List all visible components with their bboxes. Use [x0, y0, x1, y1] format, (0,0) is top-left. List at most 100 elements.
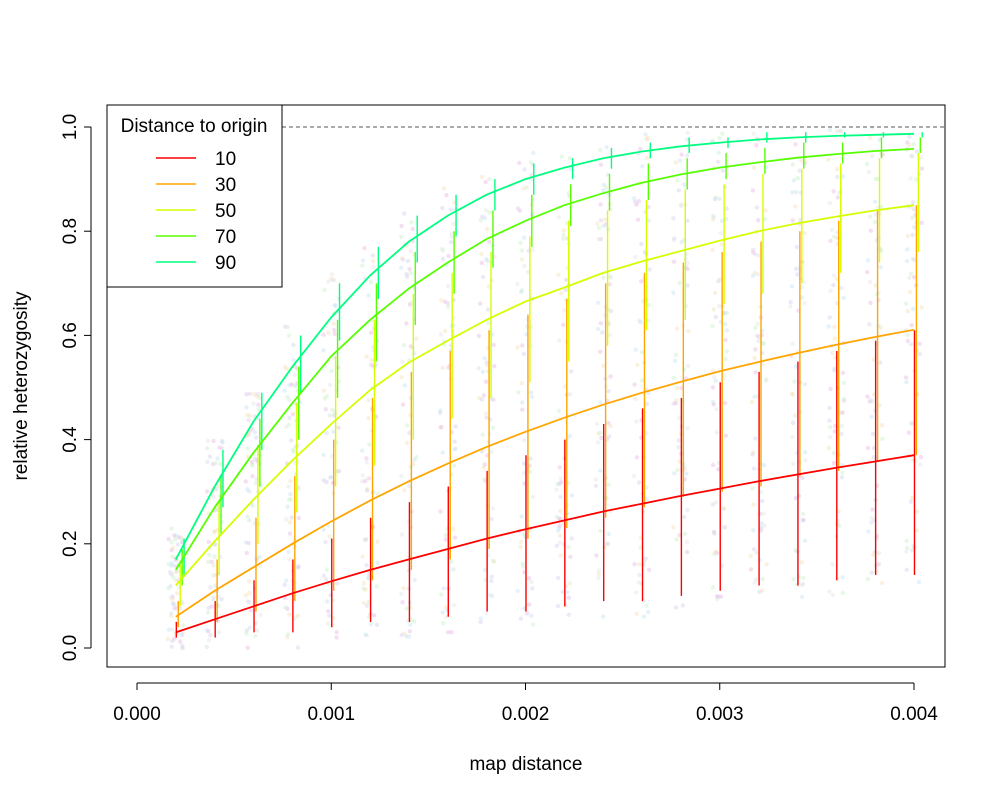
scatter-point — [685, 426, 690, 431]
scatter-point — [678, 158, 683, 163]
scatter-point — [560, 589, 565, 595]
scatter-point — [644, 603, 649, 608]
scatter-point — [673, 160, 679, 165]
scatter-point — [209, 559, 214, 564]
scatter-point — [519, 289, 524, 294]
scatter-point — [528, 456, 533, 461]
scatter-point — [828, 238, 833, 243]
scatter-point — [596, 440, 601, 445]
scatter-point — [363, 478, 368, 484]
scatter-point — [876, 298, 881, 303]
scatter-point — [517, 208, 522, 213]
scatter-point — [527, 469, 532, 475]
scatter-point — [606, 531, 611, 537]
scatter-point — [569, 493, 575, 498]
scatter-point — [243, 479, 248, 484]
scatter-point — [676, 445, 681, 450]
scatter-point — [295, 565, 301, 570]
scatter-point — [171, 545, 176, 550]
scatter-point — [764, 377, 769, 382]
scatter-point — [441, 621, 446, 626]
scatter-point — [407, 266, 412, 272]
scatter-point — [285, 324, 290, 330]
scatter-point — [865, 445, 871, 451]
scatter-point — [909, 342, 914, 347]
scatter-point — [800, 518, 806, 523]
scatter-point — [244, 631, 249, 636]
scatter-point — [877, 137, 882, 142]
scatter-point — [710, 585, 716, 590]
scatter-point — [324, 567, 330, 572]
scatter-point — [285, 635, 290, 640]
scatter-point — [566, 544, 571, 550]
scatter-point — [414, 455, 419, 460]
series-line-10 — [175, 454, 915, 634]
scatter-point — [286, 333, 292, 338]
scatter-point — [289, 382, 295, 387]
scatter-point — [172, 602, 177, 607]
scatter-point — [173, 537, 178, 542]
scatter-point — [178, 535, 183, 540]
scatter-point — [246, 579, 252, 584]
scatter-point — [717, 135, 722, 141]
scatter-point — [522, 437, 527, 443]
scatter-point — [918, 455, 924, 460]
scatter-point — [360, 554, 365, 559]
scatter-point — [869, 414, 874, 419]
scatter-point — [912, 225, 917, 230]
scatter-point — [334, 635, 339, 640]
scatter-point — [671, 525, 676, 530]
scatter-point — [840, 470, 845, 475]
scatter-point — [724, 206, 729, 211]
scatter-point — [634, 419, 639, 424]
scatter-point — [444, 193, 449, 198]
scatter-point — [718, 231, 724, 236]
scatter-point — [712, 375, 717, 380]
scatter-point — [905, 309, 911, 314]
scatter-point — [790, 218, 795, 223]
scatter-point — [530, 247, 535, 252]
scatter-point — [404, 423, 410, 428]
scatter-point — [878, 265, 883, 270]
scatter-point — [243, 540, 249, 545]
scatter-point — [212, 554, 217, 559]
x-axis-title: map distance — [469, 754, 582, 775]
scatter-point — [169, 611, 174, 616]
scatter-point — [375, 539, 380, 544]
scatter-point — [566, 612, 571, 617]
scatter-point — [608, 423, 613, 429]
scatter-point — [482, 567, 488, 573]
scatter-point — [361, 586, 366, 591]
scatter-point — [712, 531, 717, 536]
scatter-point — [170, 638, 175, 644]
scatter-point — [832, 368, 837, 373]
scatter-point — [371, 489, 376, 495]
scatter-point — [792, 379, 797, 384]
scatter-point — [371, 259, 376, 264]
scatter-point — [568, 166, 573, 172]
scatter-point — [327, 613, 332, 618]
scatter-point — [212, 529, 217, 535]
scatter-point — [215, 456, 220, 461]
scatter-point — [247, 518, 252, 523]
scatter-point — [754, 143, 759, 148]
scatter-point — [331, 277, 336, 283]
scatter-point — [296, 515, 302, 521]
scatter-point — [716, 279, 721, 284]
scatter-point — [211, 438, 216, 444]
scatter-point — [452, 439, 457, 444]
scatter-point — [794, 189, 799, 195]
scatter-point — [751, 502, 756, 507]
scatter-point — [904, 258, 910, 264]
scatter-point — [515, 345, 520, 350]
scatter-point — [865, 161, 870, 167]
scatter-point — [710, 247, 715, 253]
scatter-point — [285, 395, 290, 400]
scatter-point — [367, 442, 372, 447]
scatter-point — [211, 596, 216, 602]
scatter-point — [598, 218, 604, 223]
scatter-point — [529, 394, 535, 400]
scatter-point — [283, 605, 288, 610]
scatter-point — [556, 516, 562, 521]
scatter-point — [715, 159, 721, 164]
